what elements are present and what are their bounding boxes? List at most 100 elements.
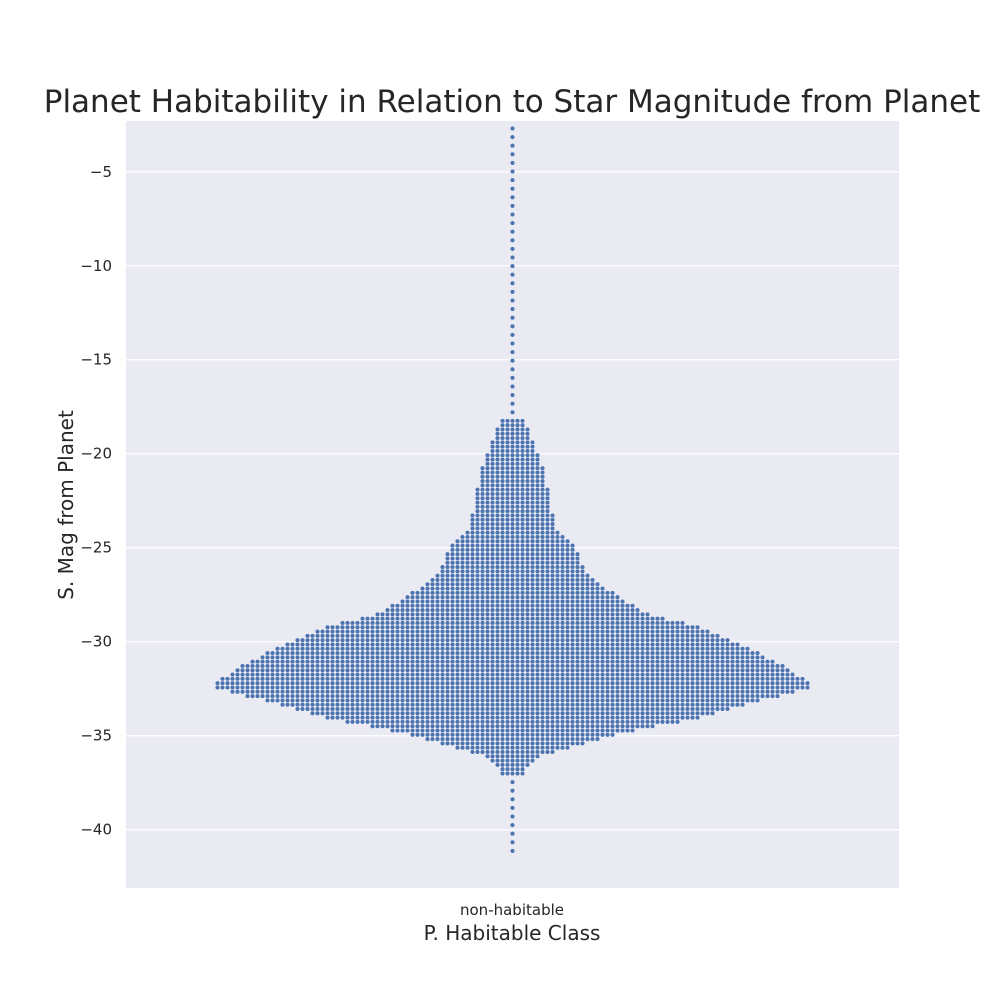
data-point <box>370 642 376 648</box>
data-point <box>645 672 651 678</box>
data-point <box>480 508 486 514</box>
data-point <box>515 525 521 531</box>
data-point <box>765 680 771 686</box>
data-point <box>640 633 646 639</box>
data-point <box>485 581 491 587</box>
data-point <box>300 697 306 703</box>
data-point <box>575 706 581 712</box>
data-point <box>475 603 481 609</box>
data-point <box>660 689 666 695</box>
data-point <box>320 637 326 643</box>
data-point <box>470 693 476 699</box>
data-point <box>710 697 716 703</box>
data-point <box>580 573 586 579</box>
data-point <box>380 633 386 639</box>
data-point <box>415 659 421 665</box>
data-point <box>430 736 436 742</box>
data-point <box>450 740 456 746</box>
data-point <box>545 702 551 708</box>
data-point <box>270 672 276 678</box>
data-point <box>470 680 476 686</box>
data-point <box>435 702 441 708</box>
data-point <box>425 697 431 703</box>
data-point <box>560 620 566 626</box>
data-point <box>600 719 606 725</box>
data-point <box>475 543 481 549</box>
data-point <box>380 680 386 686</box>
data-point <box>735 642 741 648</box>
data-point <box>545 728 551 734</box>
data-point <box>555 650 561 656</box>
data-point <box>545 676 551 682</box>
data-point <box>495 543 501 549</box>
data-point <box>715 672 721 678</box>
data-point <box>515 753 521 759</box>
data-point <box>685 633 691 639</box>
data-point <box>420 633 426 639</box>
data-point <box>410 697 416 703</box>
data-point <box>380 706 386 712</box>
data-point <box>555 667 561 673</box>
data-point <box>510 573 516 579</box>
data-point <box>520 667 526 673</box>
data-point <box>510 263 516 269</box>
data-point <box>460 650 466 656</box>
data-point <box>465 547 471 553</box>
data-point <box>510 749 516 755</box>
data-point <box>500 689 506 695</box>
data-point <box>745 654 751 660</box>
data-point <box>415 620 421 626</box>
data-point <box>455 599 461 605</box>
data-point <box>390 697 396 703</box>
data-point <box>725 693 731 699</box>
data-point <box>510 771 516 777</box>
data-point <box>660 633 666 639</box>
data-point <box>460 568 466 574</box>
data-point <box>390 723 396 729</box>
data-point <box>290 676 296 682</box>
data-point <box>510 723 516 729</box>
data-point <box>460 642 466 648</box>
data-point <box>715 689 721 695</box>
data-point <box>695 642 701 648</box>
data-point <box>540 500 546 506</box>
data-point <box>330 680 336 686</box>
y-tick-labels: −5−10−15−20−25−30−35−40 <box>80 163 112 839</box>
data-point <box>680 693 686 699</box>
data-point <box>470 513 476 519</box>
data-point <box>730 654 736 660</box>
data-point <box>490 749 496 755</box>
data-point <box>355 624 361 630</box>
data-point <box>445 689 451 695</box>
data-point <box>515 495 521 501</box>
data-point <box>285 642 291 648</box>
data-point <box>430 728 436 734</box>
data-point <box>530 749 536 755</box>
data-point <box>495 607 501 613</box>
data-point <box>430 710 436 716</box>
data-point <box>480 715 486 721</box>
data-point <box>565 538 571 544</box>
data-point <box>224 685 230 691</box>
data-point <box>640 715 646 721</box>
data-point <box>605 633 611 639</box>
data-point <box>740 697 746 703</box>
data-point <box>545 637 551 643</box>
data-point <box>375 719 381 725</box>
data-point <box>520 487 526 493</box>
data-point <box>520 568 526 574</box>
data-point <box>495 702 501 708</box>
data-point <box>490 646 496 652</box>
data-point <box>550 689 556 695</box>
data-point <box>545 594 551 600</box>
data-point <box>635 676 641 682</box>
data-point <box>515 611 521 617</box>
data-point <box>390 689 396 695</box>
data-point <box>505 680 511 686</box>
data-point <box>520 753 526 759</box>
data-point <box>655 629 661 635</box>
data-point <box>530 478 536 484</box>
data-point <box>500 543 506 549</box>
data-point <box>555 629 561 635</box>
data-point <box>500 491 506 497</box>
